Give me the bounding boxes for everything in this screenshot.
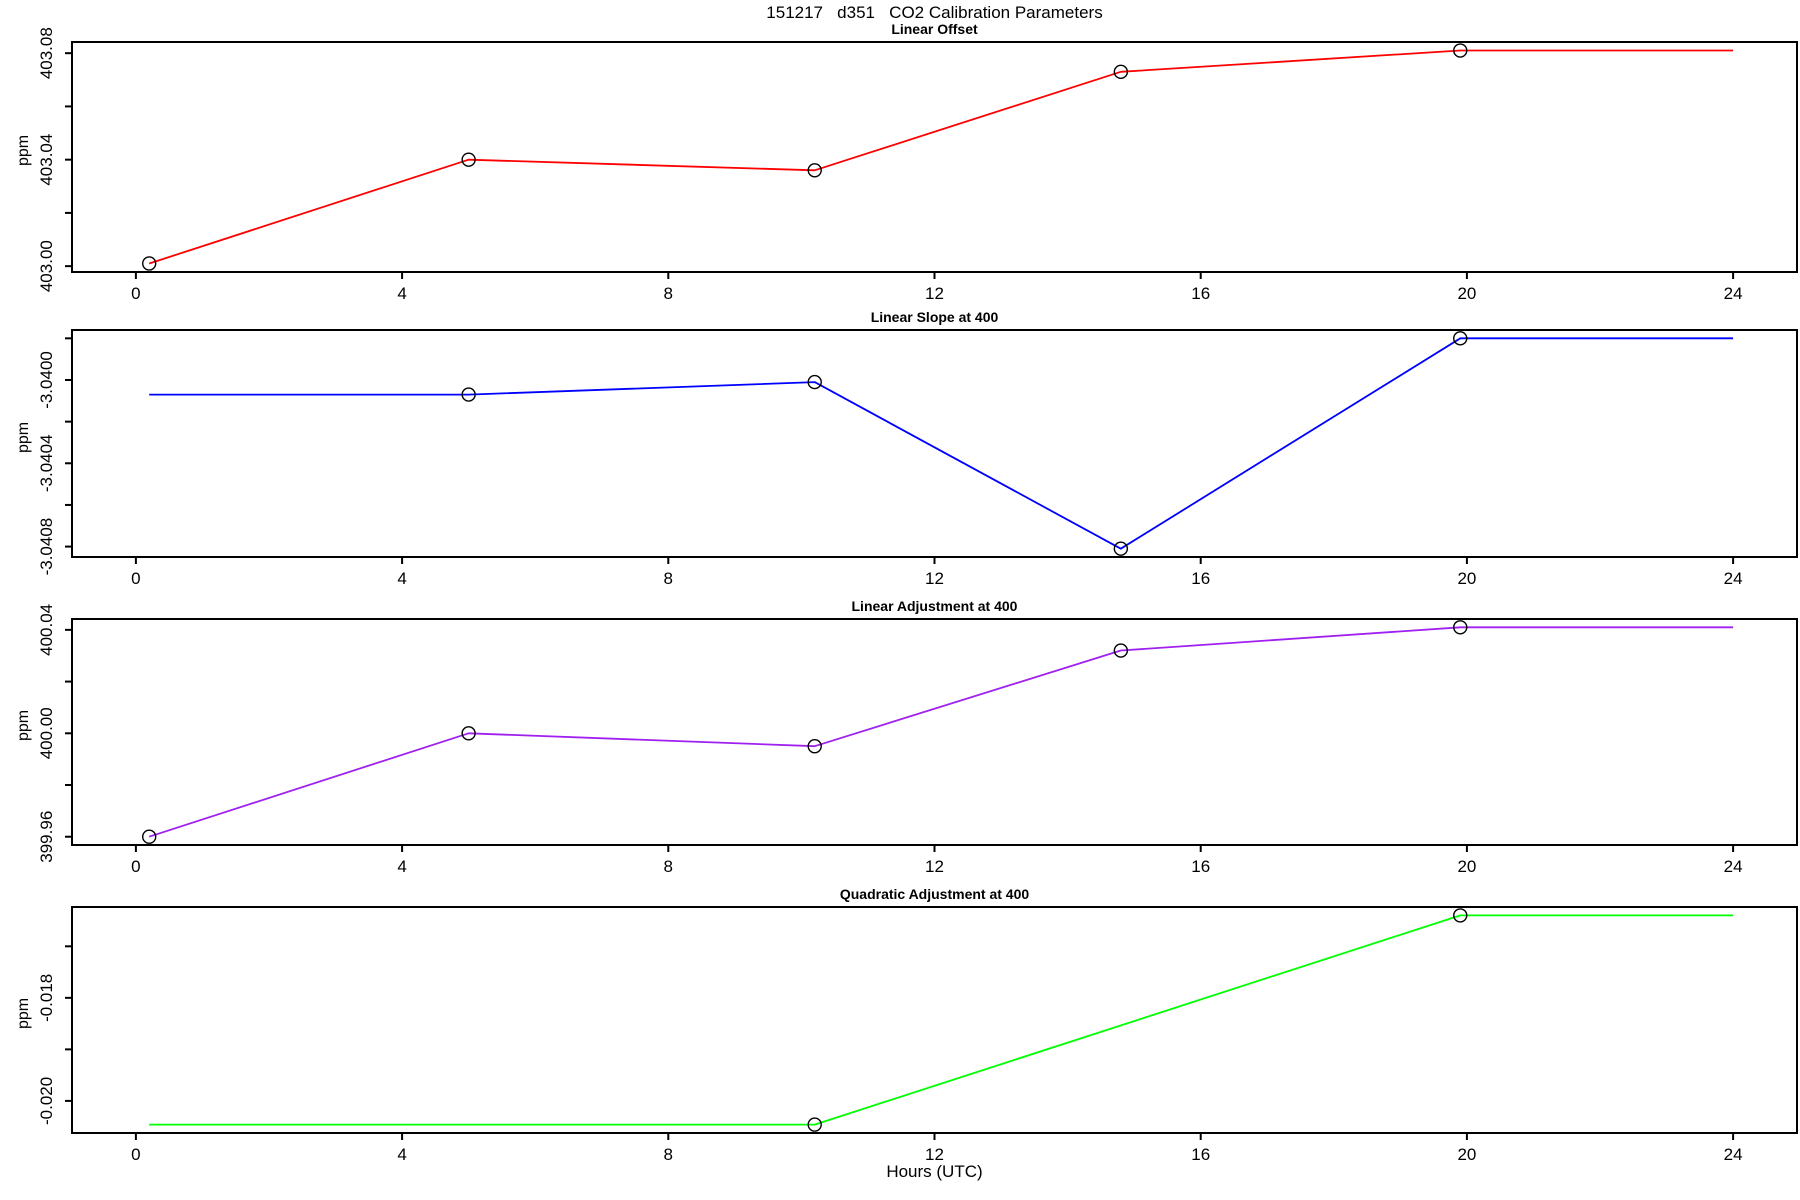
x-tick-label: 0 — [131, 1145, 140, 1164]
data-point-marker — [1113, 64, 1129, 80]
data-point-marker — [461, 726, 476, 741]
x-tick-label: 20 — [1457, 284, 1476, 303]
y-tick-label: -3.0404 — [37, 434, 56, 492]
x-tick-label: 20 — [1457, 857, 1476, 876]
y-tick-label: 403.04 — [37, 134, 56, 186]
y-tick-label: 399.96 — [37, 811, 56, 863]
data-point-marker — [1113, 541, 1129, 556]
data-point-marker — [1453, 43, 1468, 58]
series-line-3 — [148, 626, 1734, 838]
x-axis-label: Hours (UTC) — [886, 1162, 983, 1181]
panel-1-box — [71, 41, 1798, 273]
data-point-marker — [461, 387, 476, 402]
x-tick-label: 4 — [397, 284, 406, 303]
data-point-marker — [807, 163, 822, 178]
x-tick-label: 20 — [1457, 1145, 1476, 1164]
panel-title-linear-adjustment: Linear Adjustment at 400 — [851, 598, 1018, 614]
x-tick-label: 0 — [131, 284, 140, 303]
x-tick-label: 24 — [1724, 569, 1743, 588]
data-point-marker — [1453, 908, 1468, 923]
x-tick-label: 24 — [1724, 857, 1743, 876]
data-point-marker — [1113, 643, 1129, 658]
x-tick-label: 8 — [664, 284, 673, 303]
panel-title-quadratic-adjustment: Quadratic Adjustment at 400 — [839, 886, 1030, 902]
x-tick-label: 16 — [1191, 1145, 1210, 1164]
x-tick-label: 24 — [1724, 284, 1743, 303]
data-point-marker — [807, 739, 822, 754]
x-tick-label: 12 — [925, 569, 944, 588]
data-point-marker — [1453, 620, 1468, 635]
x-tick-label: 12 — [925, 1145, 944, 1164]
x-tick-label: 4 — [397, 857, 406, 876]
x-tick-label: 8 — [664, 569, 673, 588]
x-tick-label: 20 — [1457, 569, 1476, 588]
x-tick-label: 4 — [397, 569, 406, 588]
series-line-1 — [148, 49, 1734, 265]
data-point-marker — [1453, 331, 1468, 346]
data-point-marker — [461, 152, 476, 167]
series-line-4 — [149, 914, 1734, 1126]
y-tick-label: -0.018 — [37, 974, 56, 1022]
panel-3-box — [71, 618, 1798, 846]
y-tick-label: 400.04 — [37, 604, 56, 656]
panel-title-linear-slope: Linear Slope at 400 — [870, 309, 999, 325]
x-tick-label: 12 — [925, 284, 944, 303]
y-tick-label: 403.08 — [37, 27, 56, 79]
x-tick-label: 8 — [664, 857, 673, 876]
x-tick-label: 4 — [397, 1145, 406, 1164]
x-tick-label: 16 — [1191, 284, 1210, 303]
panel-title-linear-offset: Linear Offset — [891, 21, 978, 37]
data-point-marker — [141, 256, 157, 271]
data-point-marker — [807, 374, 822, 390]
x-tick-label: 0 — [131, 569, 140, 588]
series-line-2 — [149, 337, 1734, 550]
x-tick-label: 16 — [1191, 857, 1210, 876]
x-tick-label: 16 — [1191, 569, 1210, 588]
panel-4-box — [71, 906, 1798, 1134]
y-tick-label: 400.00 — [37, 707, 56, 759]
x-tick-label: 8 — [664, 1145, 673, 1164]
y-tick-label: 403.00 — [37, 240, 56, 292]
data-point-marker — [141, 829, 157, 844]
x-tick-label: 0 — [131, 857, 140, 876]
x-tick-label: 12 — [925, 857, 944, 876]
panel-2-box — [71, 329, 1798, 558]
data-point-marker — [807, 1117, 822, 1132]
page-title: 151217 d351 CO2 Calibration Parameters — [766, 3, 1103, 22]
y-tick-label: -0.020 — [37, 1077, 56, 1125]
y-tick-label: -3.0408 — [37, 518, 56, 576]
y-tick-label: -3.0400 — [37, 351, 56, 409]
x-tick-label: 24 — [1724, 1145, 1743, 1164]
